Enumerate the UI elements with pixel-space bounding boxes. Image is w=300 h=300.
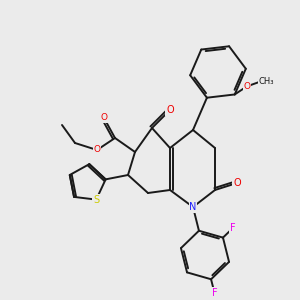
- Text: F: F: [230, 223, 236, 233]
- Text: O: O: [166, 105, 174, 115]
- Text: O: O: [233, 178, 241, 188]
- Text: O: O: [243, 82, 250, 91]
- Text: O: O: [94, 146, 100, 154]
- Text: N: N: [189, 202, 197, 212]
- Text: CH₃: CH₃: [259, 77, 274, 86]
- Text: O: O: [100, 113, 107, 122]
- Text: S: S: [93, 195, 99, 205]
- Text: F: F: [212, 288, 217, 298]
